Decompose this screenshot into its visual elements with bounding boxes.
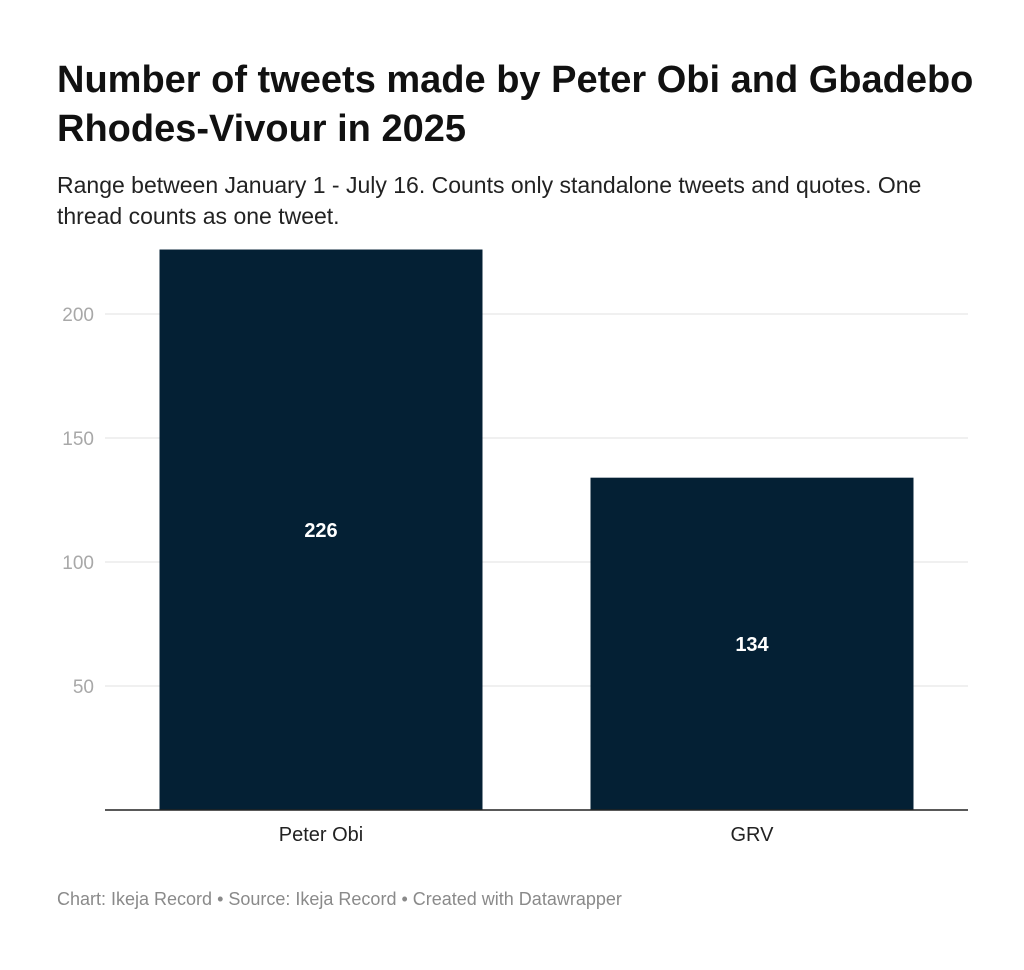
y-tick-label: 100: [62, 553, 94, 574]
bar-peter-obi: [159, 249, 483, 810]
bar-grv: [590, 477, 914, 810]
x-category-label: GRV: [731, 824, 775, 846]
bar-value-label: 134: [735, 634, 769, 656]
y-tick-label: 150: [62, 429, 94, 450]
bar-value-label: 226: [304, 520, 337, 542]
y-tick-label: 50: [73, 677, 94, 698]
chart-subtitle: Range between January 1 - July 16. Count…: [57, 172, 922, 229]
chart-footer: Chart: Ikeja Record • Source: Ikeja Reco…: [57, 889, 622, 909]
y-tick-label: 200: [62, 305, 94, 326]
x-category-label: Peter Obi: [279, 824, 363, 846]
chart-title: Number of tweets made by Peter Obi and G…: [57, 59, 974, 150]
